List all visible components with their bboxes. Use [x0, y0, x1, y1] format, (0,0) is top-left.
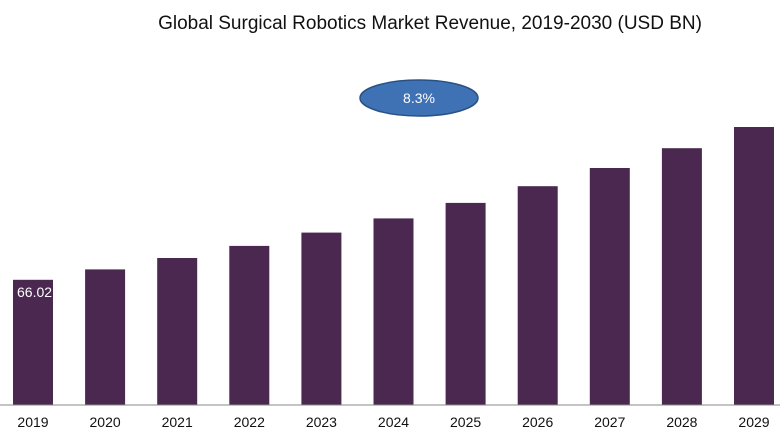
bar-2019: [13, 279, 53, 405]
x-tick-2028: 2028: [666, 414, 697, 430]
bar-2022: [229, 245, 270, 405]
bar-2020: [85, 269, 126, 405]
x-tick-2021: 2021: [162, 414, 193, 430]
cagr-ellipse: [359, 79, 479, 117]
bar-2027: [589, 168, 630, 405]
bar-2026: [517, 186, 558, 405]
x-tick-2020: 2020: [90, 414, 121, 430]
x-tick-2023: 2023: [306, 414, 337, 430]
x-tick-2024: 2024: [378, 414, 409, 430]
data-labels-layer: 66.02: [17, 284, 52, 300]
chart-title: Global Surgical Robotics Market Revenue,…: [158, 13, 702, 34]
x-tick-2029: 2029: [738, 414, 769, 430]
bar-2021: [157, 258, 198, 405]
x-tick-2027: 2027: [594, 414, 625, 430]
bars-layer: [13, 127, 774, 405]
x-tick-2022: 2022: [234, 414, 265, 430]
bar-2024: [373, 218, 414, 405]
data-label-2019: 66.02: [17, 284, 52, 300]
x-tick-2026: 2026: [522, 414, 553, 430]
bar-2023: [301, 232, 342, 405]
bar-2028: [661, 148, 702, 405]
bar-2025: [445, 202, 486, 405]
cagr-label: 8.3%: [403, 90, 435, 106]
x-tick-2025: 2025: [450, 414, 481, 430]
x-tick-2019: 2019: [17, 414, 48, 430]
x-tick-labels: 2019 2020 2021 2022 2023 2024 2025 2026 2027 2028…: [17, 414, 769, 430]
bar-2029: [734, 127, 774, 405]
cagr-badge: 8.3%: [359, 79, 479, 117]
